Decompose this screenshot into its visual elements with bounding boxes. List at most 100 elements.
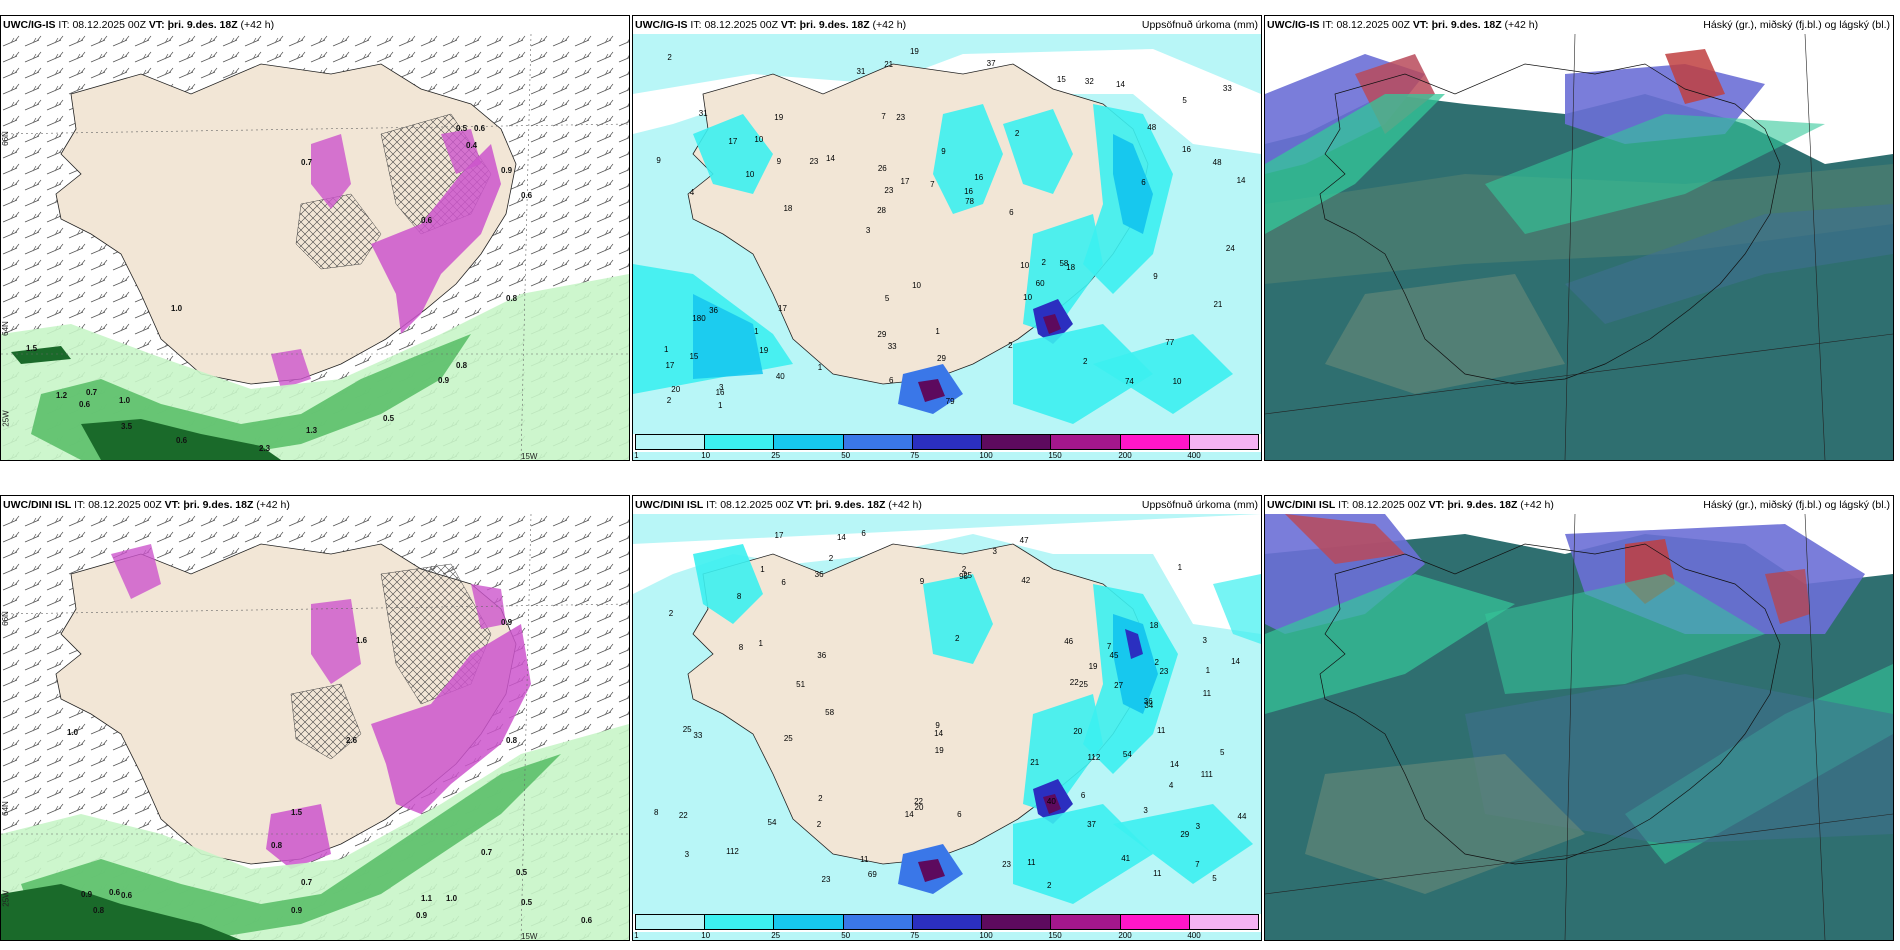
accumulation-value: 28 (877, 206, 886, 216)
precip-value: 0.8 (506, 294, 518, 303)
accumulation-colorbar (633, 914, 1261, 932)
accumulation-value: 33 (1222, 83, 1232, 93)
map-area (1, 34, 629, 460)
precip-value: 0.8 (93, 906, 105, 915)
colorbar-segment (636, 915, 706, 929)
accumulation-value: 10 (754, 134, 764, 144)
accumulation-value: 21 (1030, 757, 1040, 767)
accumulation-value: 5 (1212, 874, 1217, 884)
init-time: 08.12.2025 00Z (88, 499, 162, 511)
accumulation-value: 3 (1202, 636, 1207, 646)
lead-time: (+42 h) (872, 19, 907, 31)
accumulation-value: 5 (1182, 96, 1187, 106)
accumulation-value: 42 (1021, 576, 1031, 586)
accumulation-value: 6 (888, 376, 894, 386)
accumulation-value: 1 (760, 564, 765, 574)
vt-label: VT: (164, 499, 181, 511)
precip-value: 0.9 (501, 166, 513, 175)
accumulation-value: 1 (1177, 563, 1183, 572)
accumulation-value: 111 (1200, 770, 1213, 780)
valid-time: þri. 9.des. 18Z (799, 19, 870, 31)
model-name: UWC/DINI ISL (1267, 499, 1336, 511)
precip-value: 2.6 (346, 736, 358, 745)
accumulation-value: 14 (904, 810, 914, 820)
colorbar-segment (705, 915, 775, 929)
accumulation-value: 6 (1080, 790, 1086, 800)
accumulation-value: 20 (671, 384, 681, 394)
accumulation-value: 15 (689, 351, 699, 361)
accumulation-value: 23 (821, 874, 831, 884)
colorbar-segment (843, 915, 913, 929)
precip-value: 0.8 (456, 361, 468, 370)
colorbar-labels: 1 10 25 50 75 100 150 200 400 (633, 451, 1261, 460)
colorbar-segment (912, 915, 983, 929)
accumulation-value: 2 (1041, 258, 1046, 268)
accumulation-value: 48 (1212, 157, 1222, 167)
accumulation-value: 2 (1083, 357, 1088, 367)
precip-value: 0.8 (506, 736, 518, 745)
map-area (633, 514, 1261, 940)
lead-time: (+42 h) (1520, 499, 1554, 511)
precip-value: 0.9 (501, 618, 513, 627)
accumulation-value: 14 (1170, 760, 1179, 770)
accumulation-value: 8 (738, 642, 744, 652)
accumulation-value: 6 (1009, 207, 1014, 217)
accumulation-value: 112 (1087, 753, 1101, 763)
accumulation-value: 10 (912, 281, 921, 290)
latitude-label: 64N (0, 801, 10, 816)
precip-value: 0.9 (438, 376, 450, 385)
accumulation-value: 79 (945, 396, 955, 406)
valid-time: þri. 9.des. 18Z (183, 499, 254, 511)
accumulation-value: 36 (817, 651, 827, 661)
longitude-label: 15W (521, 932, 538, 941)
precip-value: 1.0 (119, 396, 131, 405)
panel-header: UWC/IG-IS IT: 08.12.2025 00Z VT: þri. 9.… (1265, 16, 1893, 34)
accumulation-value: 9 (1153, 272, 1158, 282)
accumulation-value: 3 (684, 849, 690, 859)
colorbar-label: 75 (910, 931, 920, 940)
accumulation-value: 9 (941, 146, 946, 156)
accumulation-value: 2 (818, 794, 823, 803)
precip-value: 1.0 (446, 894, 458, 903)
colorbar-segment (1189, 435, 1258, 449)
accumulation-value: 95 (959, 572, 968, 582)
panel-dini-isl-precip-wind: UWC/DINI ISL IT: 08.12.2025 00Z VT: þri.… (0, 495, 630, 941)
accumulation-value: 2 (1008, 341, 1013, 351)
accumulation-value: 25 (783, 734, 793, 744)
accumulation-value: 36 (814, 569, 824, 579)
accumulation-value: 58 (825, 707, 835, 717)
accumulation-value: 2 (667, 52, 672, 62)
model-name: UWC/IG-IS (1267, 19, 1320, 31)
accumulation-value: 16 (715, 388, 725, 398)
accumulation-value: 33 (693, 730, 703, 740)
accumulation-value: 23 (896, 112, 906, 122)
accumulation-value: 22 (914, 796, 923, 806)
accumulation-value: 40 (1046, 796, 1056, 806)
accumulation-value: 78 (965, 196, 975, 206)
colorbar-label: 50 (841, 931, 851, 940)
precip-value: 0.6 (421, 216, 433, 225)
accumulation-value: 45 (1109, 650, 1119, 660)
accumulation-value: 14 (934, 728, 944, 738)
accumulation-value: 7 (1106, 642, 1112, 652)
accumulation-value: 34 (1144, 701, 1154, 711)
accumulation-value: 1 (718, 401, 723, 411)
panel-dini-isl-clouds: UWC/DINI ISL IT: 08.12.2025 00Z VT: þri.… (1264, 495, 1894, 941)
precip-value: 0.6 (176, 436, 188, 445)
colorbar-segment (1120, 915, 1190, 929)
field-title: Uppsöfnuð úrkoma (mm) (1141, 499, 1258, 511)
accumulation-value: 20 (1073, 727, 1083, 737)
accumulation-value: 3 (1195, 821, 1201, 831)
colorbar-label: 10 (701, 451, 711, 460)
init-time: 08.12.2025 00Z (1352, 499, 1426, 511)
accumulation-value: 48 (1147, 123, 1157, 133)
accumulation-value: 29 (937, 354, 946, 364)
accumulation-value: 18 (1066, 263, 1076, 273)
precip-value: 0.7 (86, 388, 98, 397)
precip-value: 1.6 (356, 636, 368, 645)
accumulation-value: 23 (1002, 859, 1011, 869)
precip-value: 0.9 (291, 906, 303, 915)
precip-value: 0.6 (121, 891, 133, 900)
precip-value: 1.2 (56, 391, 68, 400)
colorbar-label: 100 (979, 451, 993, 460)
